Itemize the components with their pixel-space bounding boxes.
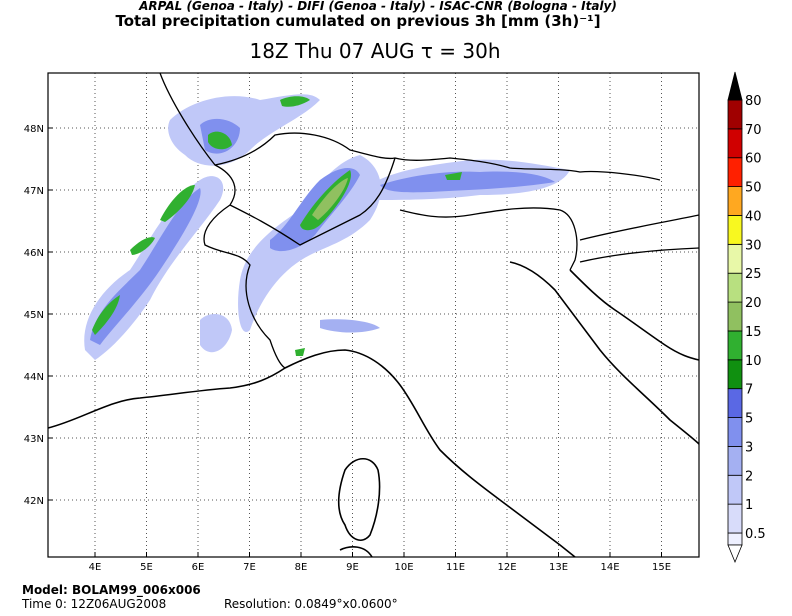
- colorbar-label: 15: [745, 325, 762, 340]
- lon-label: 7E: [243, 562, 256, 573]
- colorbar-swatch: [727, 503, 743, 534]
- colorbar-label: 60: [745, 152, 762, 167]
- lat-label: 46N: [24, 248, 44, 259]
- lon-label: 9E: [346, 562, 359, 573]
- borders: [159, 72, 700, 369]
- colorbar-swatch: [727, 272, 743, 303]
- lon-label: 6E: [192, 562, 205, 573]
- colorbar-label: 7: [745, 383, 753, 398]
- colorbar-arrow-high: [727, 71, 743, 101]
- time: Time 0: 12Z06AUG2008: [21, 597, 166, 611]
- lat-label: 47N: [24, 186, 44, 197]
- colorbar-label: 30: [745, 238, 762, 253]
- colorbar-swatch: [727, 157, 743, 188]
- lat-label: 44N: [24, 372, 44, 383]
- colorbar-label: 40: [745, 209, 762, 224]
- model: Model: BOLAM99_006x006: [22, 583, 201, 598]
- colorbar-swatch: [727, 99, 743, 130]
- colorbar-swatch: [727, 474, 743, 505]
- lon-label: 12E: [497, 562, 516, 573]
- lat-label: 43N: [24, 434, 44, 445]
- lon-label: 15E: [652, 562, 671, 573]
- credits: ARPAL (Genoa - Italy) - DIFI (Genoa - It…: [138, 0, 617, 13]
- colorbar-label: 5: [745, 412, 753, 427]
- map-background: [48, 73, 699, 557]
- colorbar-swatch: [727, 128, 743, 159]
- colorbar-label: 10: [745, 354, 762, 369]
- colorbar-swatch: [727, 445, 743, 476]
- colorbar-label: 0.5: [745, 527, 766, 542]
- colorbar-swatch: [727, 388, 743, 418]
- colorbar-swatch: [727, 215, 743, 245]
- lon-label: 13E: [549, 562, 568, 573]
- colorbar-swatch: [727, 330, 743, 361]
- colorbar-label: 80: [745, 94, 762, 109]
- resolution: Resolution: 0.0849°x0.0600°: [224, 597, 398, 611]
- colorbar-label: 3: [745, 440, 753, 455]
- colorbar-below: [727, 532, 743, 546]
- colorbar-swatch: [727, 301, 743, 332]
- lon-label: 10E: [394, 562, 413, 573]
- colorbar-label: 20: [745, 296, 762, 311]
- colorbar-label: 25: [745, 267, 762, 282]
- lat-label: 45N: [24, 310, 44, 321]
- colorbar-label: 1: [745, 498, 753, 513]
- colorbar-swatch: [727, 417, 743, 447]
- lon-label: 8E: [295, 562, 308, 573]
- coastlines: [47, 261, 700, 558]
- colorbar-arrow-low: [727, 544, 743, 564]
- lon-label: 11E: [446, 562, 465, 573]
- colorbar-swatch: [727, 359, 743, 390]
- lat-label: 48N: [24, 124, 44, 135]
- colorbar-label: 50: [745, 181, 762, 196]
- colorbar-label: 2: [745, 469, 753, 484]
- map-frame: [47, 72, 700, 558]
- colorbar-swatch: [727, 243, 743, 274]
- colorbar: 0.5 1 2 3 5 7 10 15 20 25 30 40 50 60 70 80: [727, 71, 766, 564]
- lon-label: 14E: [600, 562, 619, 573]
- colorbar-swatch: [727, 186, 743, 216]
- title: Total precipitation cumulated on previou…: [115, 12, 600, 30]
- lon-label: 4E: [89, 562, 102, 573]
- lat-label: 42N: [24, 496, 44, 507]
- colorbar-label: 70: [745, 123, 762, 138]
- map: [47, 72, 700, 558]
- subtitle: 18Z Thu 07 AUG τ = 30h: [249, 39, 500, 63]
- lon-label: 5E: [140, 562, 153, 573]
- precipitation: [84, 94, 570, 360]
